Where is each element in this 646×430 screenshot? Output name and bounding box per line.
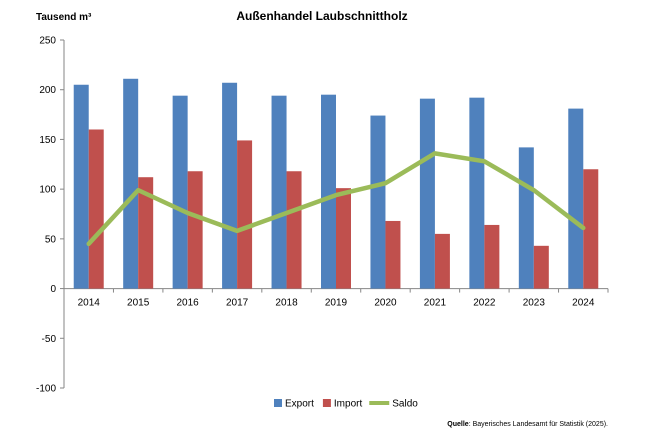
x-tick-label: 2021 [424,298,447,309]
bar-import [385,220,401,289]
x-tick-label: 2015 [127,298,150,309]
y-tick-label: 100 [39,185,56,196]
legend-swatch-export [274,399,282,407]
y-tick-label: -50 [42,334,57,345]
bar-import [286,171,302,289]
y-tick-label: 250 [39,36,56,47]
bar-export [568,108,584,289]
bar-export [370,115,386,289]
bar-export [271,95,287,289]
bar-import [484,224,500,289]
bar-import [237,140,253,289]
legend: Export Import Saldo [274,399,418,410]
bar-import [434,233,450,289]
y-axis-unit: Tausend m³ [36,12,92,23]
x-tick-label: 2016 [177,298,200,309]
bar-import [583,169,599,289]
bar-export [419,98,435,289]
x-tick-label: 2022 [473,298,496,309]
legend-label-export: Export [285,399,314,410]
bar-export [518,147,534,289]
x-tick-label: 2014 [78,298,101,309]
bar-import [187,171,203,289]
bar-import [138,177,154,289]
bar-import [533,245,549,289]
x-tick-label: 2024 [572,298,595,309]
y-tick-label: -100 [36,384,56,395]
source-note: Quelle: Bayerisches Landesamt für Statis… [447,421,608,428]
bar-import [88,129,104,289]
bar-export [321,94,336,289]
bar-export [73,84,89,289]
y-tick-label: 200 [39,85,56,96]
x-tick-label: 2019 [325,298,348,309]
bar-export [469,97,485,289]
legend-label-saldo: Saldo [392,399,418,410]
legend-label-import: Import [334,399,363,410]
x-tick-label: 2023 [523,298,546,309]
axes: -100 -50 0 50 100 150 200 250 2014 2015 2016 2017 20… [36,36,609,395]
bar-export [123,78,139,289]
x-tick-label: 2018 [275,298,298,309]
line-saldo [86,151,586,247]
saldo-line-group [86,151,586,247]
y-tick-label: 50 [45,234,57,245]
legend-swatch-import [322,399,331,407]
source-label: Quelle [447,421,469,428]
bars [73,78,599,289]
bar-export [172,95,188,289]
source-text: : Bayerisches Landesamt für Statistik (2… [469,421,608,428]
y-tick-label: 0 [50,284,56,295]
bar-import [336,188,351,289]
x-tick-label: 2020 [374,298,397,309]
chart-title: Außenhandel Laubschnittholz [236,9,407,23]
bar-export [222,82,238,289]
x-tick-label: 2017 [226,298,249,309]
y-tick-label: 150 [39,135,56,146]
